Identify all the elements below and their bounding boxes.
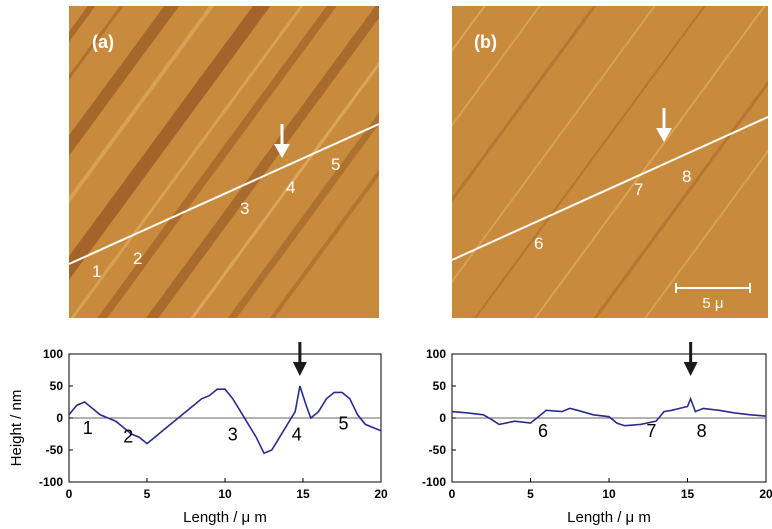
surface-step bbox=[227, 112, 379, 318]
surface-step bbox=[533, 6, 766, 318]
profile-point-label: 7 bbox=[646, 421, 656, 441]
profile-point-label: 3 bbox=[228, 424, 238, 444]
x-tick-label: 10 bbox=[218, 487, 232, 501]
profile-point-label: 5 bbox=[339, 414, 349, 434]
arrow-b bbox=[656, 108, 672, 142]
profile-arrow bbox=[292, 342, 307, 376]
x-axis-label: Length / μ m bbox=[567, 509, 651, 526]
height-profile-line bbox=[451, 396, 767, 427]
surface-step bbox=[190, 61, 379, 318]
afm-image-a: (a) 1 2 3 4 5 bbox=[68, 6, 380, 318]
y-tick-label: -50 bbox=[46, 443, 64, 457]
arrow-a bbox=[274, 124, 290, 158]
y-tick-label: -50 bbox=[429, 443, 447, 457]
surface-step bbox=[452, 6, 597, 203]
surface-step bbox=[473, 6, 706, 318]
x-tick-label: 10 bbox=[602, 487, 616, 501]
image-point-label: 3 bbox=[240, 199, 249, 218]
x-tick-label: 0 bbox=[449, 487, 456, 501]
y-axis-label: Height / nm bbox=[8, 390, 25, 467]
x-tick-label: 20 bbox=[374, 487, 388, 501]
image-point-label: 4 bbox=[286, 178, 295, 197]
scale-bar-label: 5 μ bbox=[702, 295, 723, 312]
panel-label-b: (b) bbox=[474, 32, 497, 52]
y-tick-label: -100 bbox=[39, 475, 63, 489]
y-tick-label: 100 bbox=[43, 347, 63, 361]
profile-arrow bbox=[683, 342, 698, 376]
profile-point-label: 6 bbox=[538, 421, 548, 441]
image-point-label: 7 bbox=[634, 180, 643, 199]
afm-image-a-texture bbox=[69, 6, 379, 318]
image-point-label: 6 bbox=[534, 234, 543, 253]
y-tick-label: 50 bbox=[433, 379, 447, 393]
profile-point-label: 8 bbox=[697, 421, 707, 441]
surface-step bbox=[97, 6, 337, 318]
profile-point-label: 2 bbox=[123, 426, 133, 446]
profile-point-label: 4 bbox=[292, 424, 302, 444]
profile-line-a bbox=[68, 123, 380, 265]
profile-point-label: 1 bbox=[83, 418, 93, 438]
surface-step bbox=[269, 169, 379, 318]
x-tick-label: 15 bbox=[296, 487, 310, 501]
y-tick-label: 100 bbox=[426, 347, 446, 361]
surface-step bbox=[146, 6, 379, 318]
x-tick-label: 5 bbox=[527, 487, 534, 501]
scale-bar: 5 μ bbox=[675, 283, 751, 312]
afm-image-b-background bbox=[452, 6, 768, 318]
profile-line-b bbox=[451, 116, 769, 261]
surface-step bbox=[69, 6, 215, 204]
x-axis-label: Length / μ m bbox=[183, 509, 267, 526]
height-profile-line bbox=[68, 385, 382, 455]
surface-step bbox=[452, 6, 541, 127]
y-tick-label: 0 bbox=[56, 411, 63, 425]
image-point-label: 5 bbox=[331, 155, 340, 174]
surface-step bbox=[70, 6, 304, 318]
afm-image-b: (b) 6 7 8 5 μ bbox=[451, 6, 769, 318]
image-point-label: 1 bbox=[92, 262, 101, 281]
x-tick-label: 0 bbox=[66, 487, 73, 501]
y-tick-label: 50 bbox=[50, 379, 64, 393]
afm-image-b-texture bbox=[452, 6, 768, 318]
surface-step bbox=[593, 80, 768, 318]
surface-step bbox=[69, 6, 271, 280]
x-tick-label: 20 bbox=[759, 487, 772, 501]
image-point-label: 2 bbox=[133, 249, 142, 268]
image-point-label: 8 bbox=[682, 167, 691, 186]
y-tick-label: -100 bbox=[422, 475, 446, 489]
surface-step bbox=[643, 149, 768, 318]
x-tick-label: 5 bbox=[144, 487, 151, 501]
y-tick-label: 0 bbox=[439, 411, 446, 425]
surface-step bbox=[452, 6, 656, 284]
x-tick-label: 15 bbox=[681, 487, 695, 501]
surface-step bbox=[69, 6, 124, 81]
surface-step bbox=[69, 6, 180, 156]
panel-label-a: (a) bbox=[92, 32, 114, 52]
